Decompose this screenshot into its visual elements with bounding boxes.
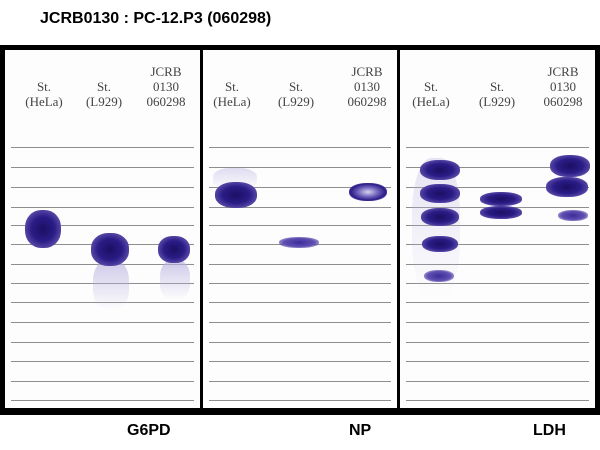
gridline — [11, 361, 194, 362]
band-g6pd-jcrb0130 — [158, 236, 190, 263]
band-g6pd-l929 — [91, 233, 129, 266]
gel-panel-ldh: St. (HeLa) St. (L929) JCRB 0130 060298 — [400, 50, 595, 408]
figure-title: JCRB0130 : PC-12.P3 (060298) — [40, 10, 272, 27]
lane-label-line2: St. — [288, 79, 304, 94]
gridline — [209, 207, 391, 208]
gridline — [209, 302, 391, 303]
gridline — [11, 400, 194, 401]
lane-label-jcrb0130: JCRB 0130 060298 — [338, 64, 396, 109]
gridline — [209, 147, 391, 148]
gridline — [406, 147, 589, 148]
lane-label-line1 — [406, 64, 456, 79]
gridline — [11, 225, 194, 226]
gridline — [209, 381, 391, 382]
lane-label-line2: 0130 — [153, 79, 179, 94]
gridline — [406, 400, 589, 401]
gridline — [209, 322, 391, 323]
lane-label-line2: St. — [423, 79, 439, 94]
lane-label-line3: (L929) — [85, 94, 123, 109]
band-ldh-jcrb0130-1 — [550, 155, 590, 177]
lane-label-line1 — [271, 64, 321, 79]
band-g6pd-hela — [25, 210, 61, 248]
gridline — [11, 342, 194, 343]
band-smear — [160, 260, 190, 300]
band-ldh-jcrb0130-2 — [546, 177, 588, 197]
lane-label-line2: 0130 — [550, 79, 576, 94]
band-smear — [93, 260, 129, 310]
lane-label-l929: St. (L929) — [472, 64, 522, 109]
lane-label-line3: 060298 — [146, 94, 186, 109]
lane-label-l929: St. (L929) — [271, 64, 321, 109]
lane-label-line1 — [472, 64, 522, 79]
lane-label-line3: (L929) — [277, 94, 315, 109]
enzyme-label-np: NP — [349, 422, 372, 439]
lane-label-hela: St. (HeLa) — [406, 64, 456, 109]
gridline — [406, 361, 589, 362]
lane-label-line1 — [207, 64, 257, 79]
gridline — [209, 361, 391, 362]
lane-label-line2: St. — [224, 79, 240, 94]
lane-label-line3: 060298 — [543, 94, 583, 109]
gridline — [209, 283, 391, 284]
lane-label-line2: St. — [96, 79, 112, 94]
band-ldh-l929-2 — [480, 206, 522, 219]
lane-label-line2: 0130 — [354, 79, 380, 94]
lane-label-line3: (L929) — [478, 94, 516, 109]
gridline — [406, 225, 589, 226]
gridline — [406, 167, 589, 168]
band-np-l929 — [279, 237, 319, 248]
lane-label-line3: (HeLa) — [213, 94, 251, 109]
gridline — [406, 322, 589, 323]
gridline — [209, 264, 391, 265]
lane-label-line1: JCRB — [547, 64, 579, 79]
lane-label-hela: St. (HeLa) — [207, 64, 257, 109]
gridline — [209, 187, 391, 188]
gridline — [406, 342, 589, 343]
band-np-hela — [215, 182, 257, 208]
lane-label-line1 — [79, 64, 129, 79]
band-ldh-jcrb0130-3 — [558, 210, 588, 221]
gel-gridlines — [400, 50, 595, 408]
gridline — [11, 381, 194, 382]
gridline — [406, 264, 589, 265]
lane-label-line3: 060298 — [347, 94, 387, 109]
band-ldh-hela-2 — [420, 184, 460, 203]
gel-frame: St. (HeLa) St. (L929) JCRB 0130 060298 S… — [0, 45, 600, 415]
gridline — [11, 187, 194, 188]
lane-label-line1: JCRB — [150, 64, 182, 79]
gel-panel-np: St. (HeLa) St. (L929) JCRB 0130 060298 — [203, 50, 397, 408]
band-ldh-hela-3 — [421, 208, 459, 226]
lane-label-jcrb0130: JCRB 0130 060298 — [137, 64, 195, 109]
gridline — [406, 302, 589, 303]
band-np-jcrb0130 — [349, 183, 387, 201]
enzyme-label-ldh: LDH — [533, 422, 566, 439]
gridline — [11, 207, 194, 208]
gridline — [209, 225, 391, 226]
gridline — [406, 244, 589, 245]
enzyme-label-g6pd: G6PD — [127, 422, 171, 439]
band-ldh-hela-5 — [424, 270, 454, 282]
lane-label-jcrb0130: JCRB 0130 060298 — [534, 64, 592, 109]
gridline — [209, 167, 391, 168]
gridline — [406, 283, 589, 284]
gridline — [11, 147, 194, 148]
lane-label-line3: (HeLa) — [412, 94, 450, 109]
lane-label-hela: St. (HeLa) — [19, 64, 69, 109]
gridline — [406, 187, 589, 188]
band-ldh-hela-1 — [420, 160, 460, 180]
gridline — [11, 167, 194, 168]
lane-label-line2: St. — [36, 79, 52, 94]
gridline — [406, 381, 589, 382]
gridline — [209, 342, 391, 343]
gridline — [11, 322, 194, 323]
lane-label-line2: St. — [489, 79, 505, 94]
lane-label-line3: (HeLa) — [25, 94, 63, 109]
lane-label-line1 — [19, 64, 69, 79]
lane-label-l929: St. (L929) — [79, 64, 129, 109]
lane-label-line1: JCRB — [351, 64, 383, 79]
band-ldh-l929-1 — [480, 192, 522, 206]
band-ldh-hela-4 — [422, 236, 458, 252]
gridline — [209, 400, 391, 401]
gel-panel-g6pd: St. (HeLa) St. (L929) JCRB 0130 060298 — [5, 50, 200, 408]
